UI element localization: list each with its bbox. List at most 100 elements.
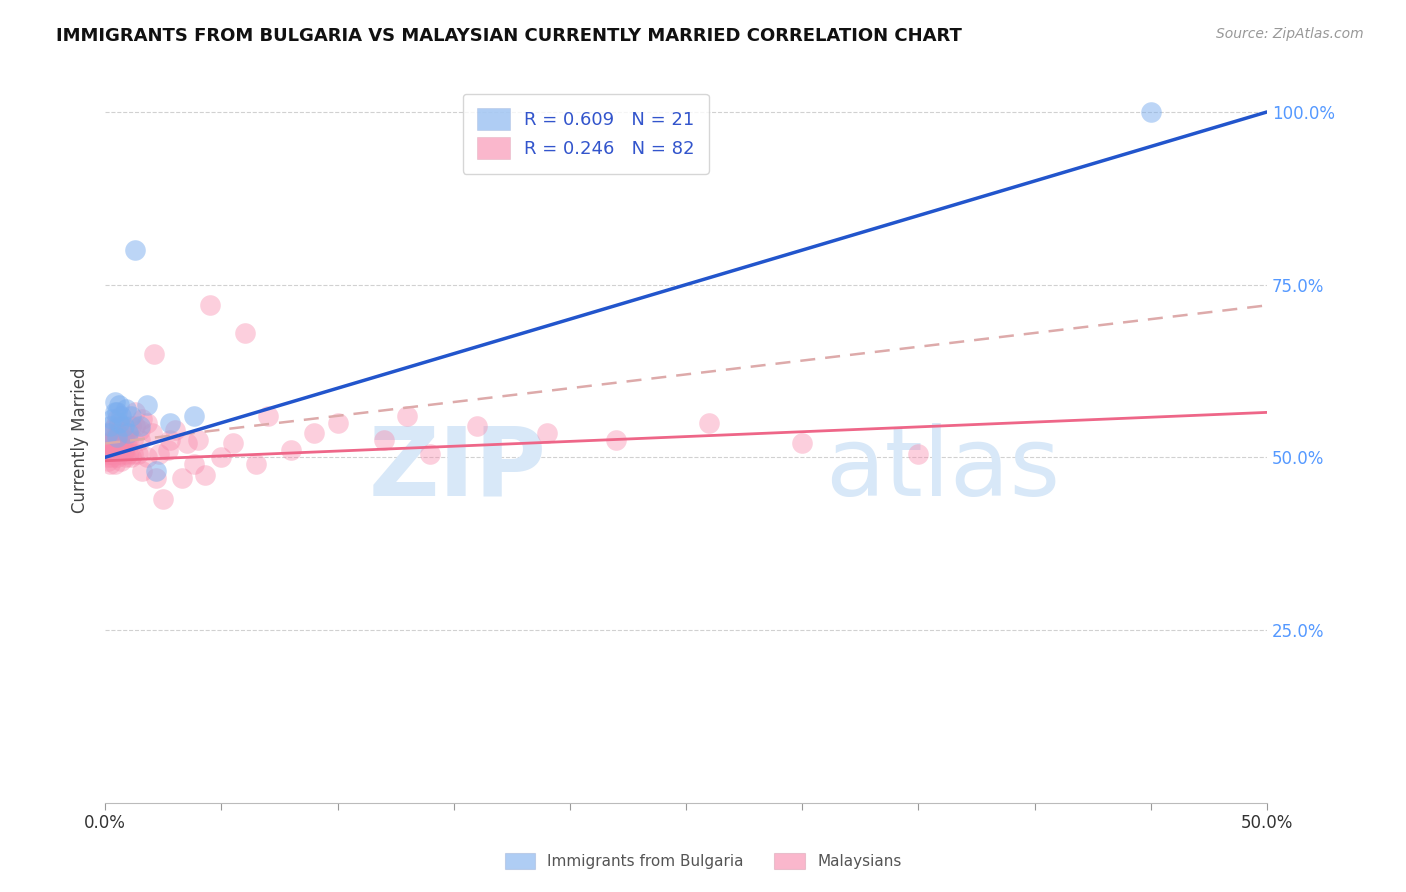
Point (148, 447, 170, 461)
Point (136, 399, 159, 413)
Point (136, 416, 159, 430)
Point (907, 447, 929, 461)
Point (96, 450, 118, 465)
Point (131, 464, 153, 478)
Point (127, 447, 149, 461)
Point (536, 426, 558, 441)
Point (110, 440, 132, 454)
Point (245, 457, 267, 471)
Point (105, 436, 128, 450)
Point (110, 409, 132, 423)
Point (115, 436, 138, 450)
Legend: Immigrants from Bulgaria, Malaysians: Immigrants from Bulgaria, Malaysians (498, 847, 908, 875)
Point (112, 419, 135, 434)
Point (98, 457, 121, 471)
Point (108, 433, 131, 447)
Point (129, 419, 152, 434)
Point (101, 412, 124, 426)
Point (280, 443, 302, 458)
Point (103, 440, 125, 454)
Point (112, 443, 135, 458)
Point (96, 440, 118, 454)
Point (209, 450, 232, 465)
Point (233, 326, 256, 340)
Point (124, 405, 146, 419)
Point (124, 419, 146, 434)
Point (117, 447, 139, 461)
Point (141, 426, 163, 441)
Point (304, 426, 326, 441)
Point (170, 471, 193, 485)
Point (103, 419, 125, 434)
Point (465, 419, 488, 434)
Point (105, 412, 128, 426)
Point (105, 450, 128, 465)
Point (131, 412, 153, 426)
Point (159, 433, 181, 447)
Point (129, 423, 152, 437)
Point (176, 436, 198, 450)
Point (96, 454, 118, 468)
Legend: R = 0.609   N = 21, R = 0.246   N = 82: R = 0.609 N = 21, R = 0.246 N = 82 (463, 94, 709, 174)
Point (198, 298, 221, 312)
Point (396, 409, 419, 423)
Point (96, 426, 118, 441)
Y-axis label: Currently Married: Currently Married (72, 368, 89, 513)
Point (98, 419, 121, 434)
Point (120, 409, 142, 423)
Point (156, 443, 179, 458)
Point (143, 347, 166, 361)
Point (183, 409, 205, 423)
Point (152, 491, 174, 506)
Text: IMMIGRANTS FROM BULGARIA VS MALAYSIAN CURRENTLY MARRIED CORRELATION CHART: IMMIGRANTS FROM BULGARIA VS MALAYSIAN CU… (56, 27, 962, 45)
Point (98, 447, 121, 461)
Point (105, 426, 128, 441)
Point (115, 450, 138, 465)
Point (98, 436, 121, 450)
Point (103, 405, 125, 419)
Point (96, 447, 118, 461)
Point (136, 450, 159, 465)
Point (697, 416, 720, 430)
Point (101, 450, 124, 465)
Point (112, 433, 135, 447)
Point (163, 423, 186, 437)
Point (124, 243, 146, 257)
Point (105, 405, 128, 419)
Point (373, 433, 395, 447)
Point (419, 447, 441, 461)
Point (159, 416, 181, 430)
Point (101, 447, 124, 461)
Point (98, 426, 121, 441)
Point (117, 433, 139, 447)
Point (98, 443, 121, 458)
Point (108, 399, 131, 413)
Point (103, 429, 125, 443)
Point (110, 429, 132, 443)
Point (103, 457, 125, 471)
Point (183, 457, 205, 471)
Point (117, 423, 139, 437)
Point (1139, 105, 1161, 120)
Point (105, 429, 128, 443)
Point (129, 433, 152, 447)
Point (792, 436, 814, 450)
Text: Source: ZipAtlas.com: Source: ZipAtlas.com (1216, 27, 1364, 41)
Point (108, 419, 131, 434)
Point (108, 447, 131, 461)
Point (122, 433, 145, 447)
Point (222, 436, 245, 450)
Point (110, 419, 132, 434)
Point (112, 447, 135, 461)
Point (605, 433, 627, 447)
Point (326, 416, 349, 430)
Point (122, 447, 145, 461)
Point (145, 464, 167, 478)
Point (110, 454, 132, 468)
Point (257, 409, 280, 423)
Text: atlas: atlas (825, 423, 1060, 516)
Text: ZIP: ZIP (368, 423, 547, 516)
Point (120, 450, 142, 465)
Point (108, 416, 131, 430)
Point (117, 426, 139, 441)
